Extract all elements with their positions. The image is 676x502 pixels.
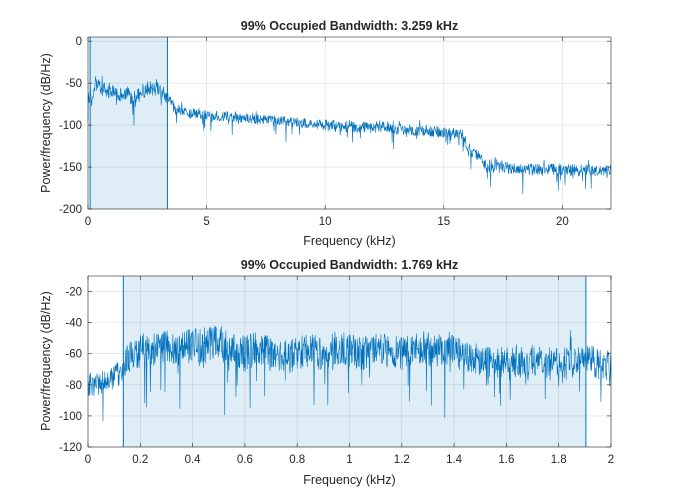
- bottom-chart-title: 99% Occupied Bandwidth: 1.769 kHz: [241, 258, 458, 272]
- top-x-tick-label: 5: [203, 216, 209, 228]
- bottom-x-tick-label: 0.2: [132, 454, 148, 466]
- top-y-axis-label: Power/frequency (dB/Hz): [39, 53, 53, 193]
- top-spectrum-trace: [87, 75, 612, 194]
- bottom-ticks: 0 0.2 0.4 0.6 0.8 1 1.2 1.4 1.6 1.8 2 -120 -100 -80 -6…: [59, 276, 614, 466]
- bottom-subplot: 0 0.2 0.4 0.6 0.8 1 1.2 1.4 1.6 1.8 2 -120 -100 -80 -6…: [39, 258, 614, 487]
- bottom-y-tick-label: -20: [65, 287, 82, 299]
- bottom-y-axis-label: Power/frequency (dB/Hz): [39, 291, 53, 431]
- bottom-y-tick-label: -60: [65, 349, 82, 361]
- bottom-x-tick-label: 0: [85, 454, 91, 466]
- top-x-axis-label: Frequency (kHz): [303, 234, 395, 248]
- bottom-y-tick-label: -40: [65, 318, 82, 330]
- top-x-tick-label: 15: [437, 216, 450, 228]
- bottom-spectrum-trace: [87, 325, 612, 422]
- top-plot-frame: [87, 36, 612, 210]
- bottom-x-axis-label: Frequency (kHz): [303, 473, 395, 487]
- top-y-tick-label: -50: [65, 78, 82, 90]
- bottom-x-tick-label: 1.8: [551, 454, 567, 466]
- top-occupied-band: [90, 37, 168, 209]
- top-chart-title: 99% Occupied Bandwidth: 3.259 kHz: [241, 19, 458, 33]
- bottom-x-tick-label: 0.4: [185, 454, 202, 466]
- top-subplot: 0 5 10 15 20 -200 -150 -100 -50 0 99% Occupied Ba…: [39, 19, 612, 248]
- top-x-tick-label: 0: [85, 216, 91, 228]
- bottom-x-tick-label: 0.6: [237, 454, 253, 466]
- bottom-x-tick-label: 2: [608, 454, 614, 466]
- top-ticks: 0 5 10 15 20 -200 -150 -100 -50 0: [59, 36, 611, 228]
- bottom-x-tick-label: 1.6: [498, 454, 514, 466]
- bottom-x-tick-label: 1: [346, 454, 352, 466]
- bottom-x-tick-label: 0.8: [289, 454, 305, 466]
- top-y-tick-label: -150: [59, 162, 82, 174]
- bottom-x-tick-label: 1.4: [446, 454, 463, 466]
- bottom-y-tick-label: -120: [59, 442, 82, 454]
- bottom-x-tick-label: 1.2: [394, 454, 410, 466]
- bottom-y-tick-label: -100: [59, 411, 82, 423]
- top-x-tick-label: 20: [556, 216, 569, 228]
- top-y-tick-label: 0: [76, 36, 82, 48]
- bottom-y-tick-label: -80: [65, 380, 82, 392]
- top-x-tick-label: 10: [319, 216, 332, 228]
- top-y-tick-label: -100: [59, 120, 82, 132]
- top-y-tick-label: -200: [59, 204, 82, 216]
